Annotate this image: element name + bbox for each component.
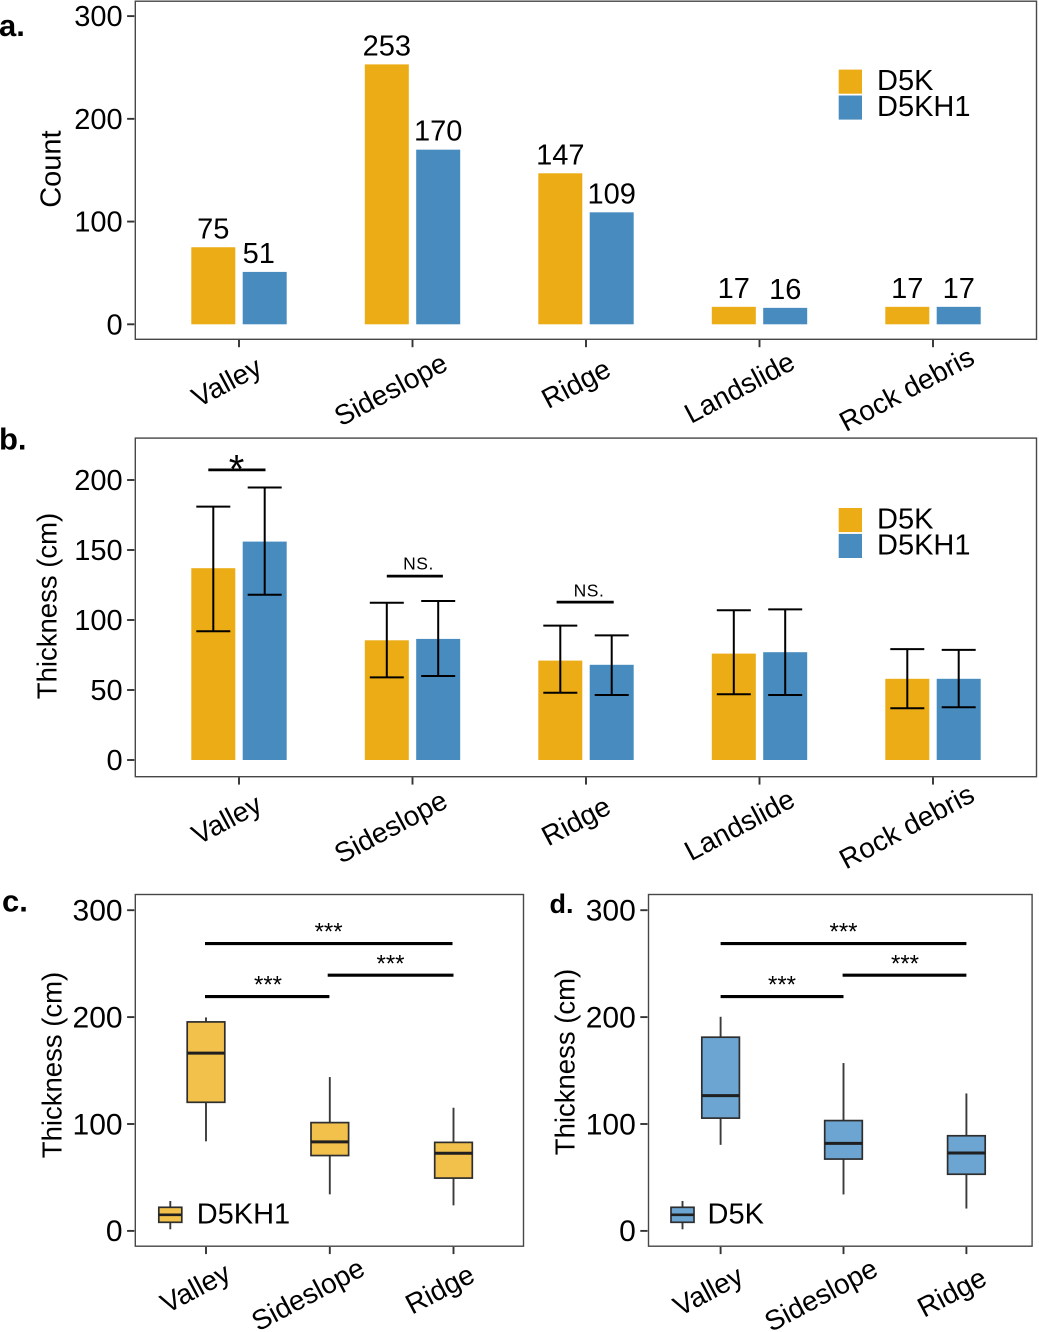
svg-text:100: 100	[586, 1108, 636, 1141]
svg-text:100: 100	[73, 1108, 123, 1141]
svg-text:300: 300	[586, 895, 636, 928]
svg-text:***: ***	[254, 972, 282, 999]
svg-text:Thickness (cm): Thickness (cm)	[37, 972, 68, 1158]
svg-text:0: 0	[106, 745, 122, 777]
svg-text:D5KH1: D5KH1	[877, 530, 971, 562]
svg-text:17: 17	[718, 273, 750, 305]
svg-text:D5K: D5K	[877, 65, 934, 97]
svg-text:200: 200	[586, 1001, 636, 1034]
svg-text:D5K: D5K	[708, 1199, 765, 1231]
svg-text:D5K: D5K	[877, 504, 934, 536]
svg-text:253: 253	[363, 30, 411, 62]
svg-text:16: 16	[769, 274, 801, 306]
svg-text:***: ***	[829, 919, 857, 946]
svg-text:109: 109	[588, 178, 636, 210]
svg-text:75: 75	[197, 213, 229, 245]
svg-text:150: 150	[74, 535, 122, 567]
svg-text:51: 51	[243, 238, 275, 270]
svg-text:Count: Count	[36, 130, 68, 207]
svg-text:a.: a.	[0, 8, 25, 43]
svg-text:200: 200	[74, 104, 122, 136]
svg-text:170: 170	[414, 116, 462, 148]
svg-text:***: ***	[891, 950, 919, 977]
svg-text:***: ***	[376, 950, 404, 977]
svg-text:d.: d.	[550, 889, 574, 919]
svg-text:Thickness (cm): Thickness (cm)	[550, 969, 581, 1155]
svg-text:***: ***	[768, 972, 796, 999]
svg-text:300: 300	[73, 895, 123, 928]
svg-text:NS.: NS.	[574, 581, 605, 601]
svg-text:17: 17	[943, 273, 975, 305]
svg-text:17: 17	[891, 273, 923, 305]
svg-text:200: 200	[73, 1001, 123, 1034]
svg-text:D5KH1: D5KH1	[197, 1199, 291, 1231]
svg-text:0: 0	[619, 1215, 636, 1248]
svg-text:147: 147	[536, 139, 584, 171]
svg-text:100: 100	[74, 605, 122, 637]
svg-text:c.: c.	[2, 884, 28, 919]
svg-text:***: ***	[315, 919, 343, 946]
svg-text:100: 100	[74, 207, 122, 239]
svg-text:NS.: NS.	[403, 553, 434, 573]
svg-text:300: 300	[74, 1, 122, 33]
svg-text:b.: b.	[0, 421, 27, 456]
svg-text:Thickness (cm): Thickness (cm)	[32, 513, 63, 699]
svg-text:D5KH1: D5KH1	[877, 91, 971, 123]
svg-text:50: 50	[90, 675, 122, 707]
svg-text:*: *	[229, 447, 245, 491]
svg-text:0: 0	[106, 309, 122, 341]
svg-text:0: 0	[106, 1215, 123, 1248]
svg-text:200: 200	[74, 465, 122, 497]
